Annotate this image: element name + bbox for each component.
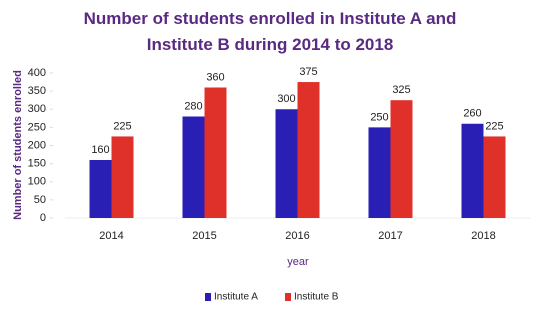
value-label: 160 [91,144,109,156]
value-label: 225 [485,120,503,132]
legend-swatch [285,293,291,301]
y-tick-label: 250 [28,121,46,133]
value-label: 250 [370,111,388,123]
y-tick-label: 100 [28,176,46,188]
value-label: 325 [392,84,410,96]
bar [204,87,227,218]
y-tick-label: 50 [34,194,46,206]
bar [390,100,413,218]
value-label: 280 [184,100,202,112]
y-tick-label: 200 [28,139,46,151]
value-label: 225 [113,120,131,132]
x-tick-label: 2014 [99,230,123,242]
x-tick-label: 2018 [471,230,495,242]
bar [297,82,320,218]
y-tick-label: 0 [40,212,46,224]
bar [368,127,391,218]
bar [483,136,506,218]
legend-swatch [205,293,211,301]
y-axis-label: Number of students enrolled [12,70,24,220]
x-axis-label: year [287,256,309,268]
legend-label: Institute B [294,292,339,303]
y-tick-label: 400 [28,67,46,79]
bar [111,136,134,218]
value-label: 260 [463,108,481,120]
y-tick-label: 350 [28,85,46,97]
value-label: 375 [299,66,317,78]
y-tick-label: 150 [28,158,46,170]
legend-label: Institute A [214,292,258,303]
bar [275,109,298,218]
value-label: 360 [206,71,224,83]
x-tick-label: 2015 [192,230,216,242]
x-tick-label: 2016 [285,230,309,242]
y-tick-label: 300 [28,103,46,115]
chart-title: Number of students enrolled in Institute… [83,9,457,54]
bar [461,123,484,218]
value-label: 300 [277,93,295,105]
bar [182,116,205,218]
x-tick-label: 2017 [378,230,402,242]
bar [89,160,112,218]
